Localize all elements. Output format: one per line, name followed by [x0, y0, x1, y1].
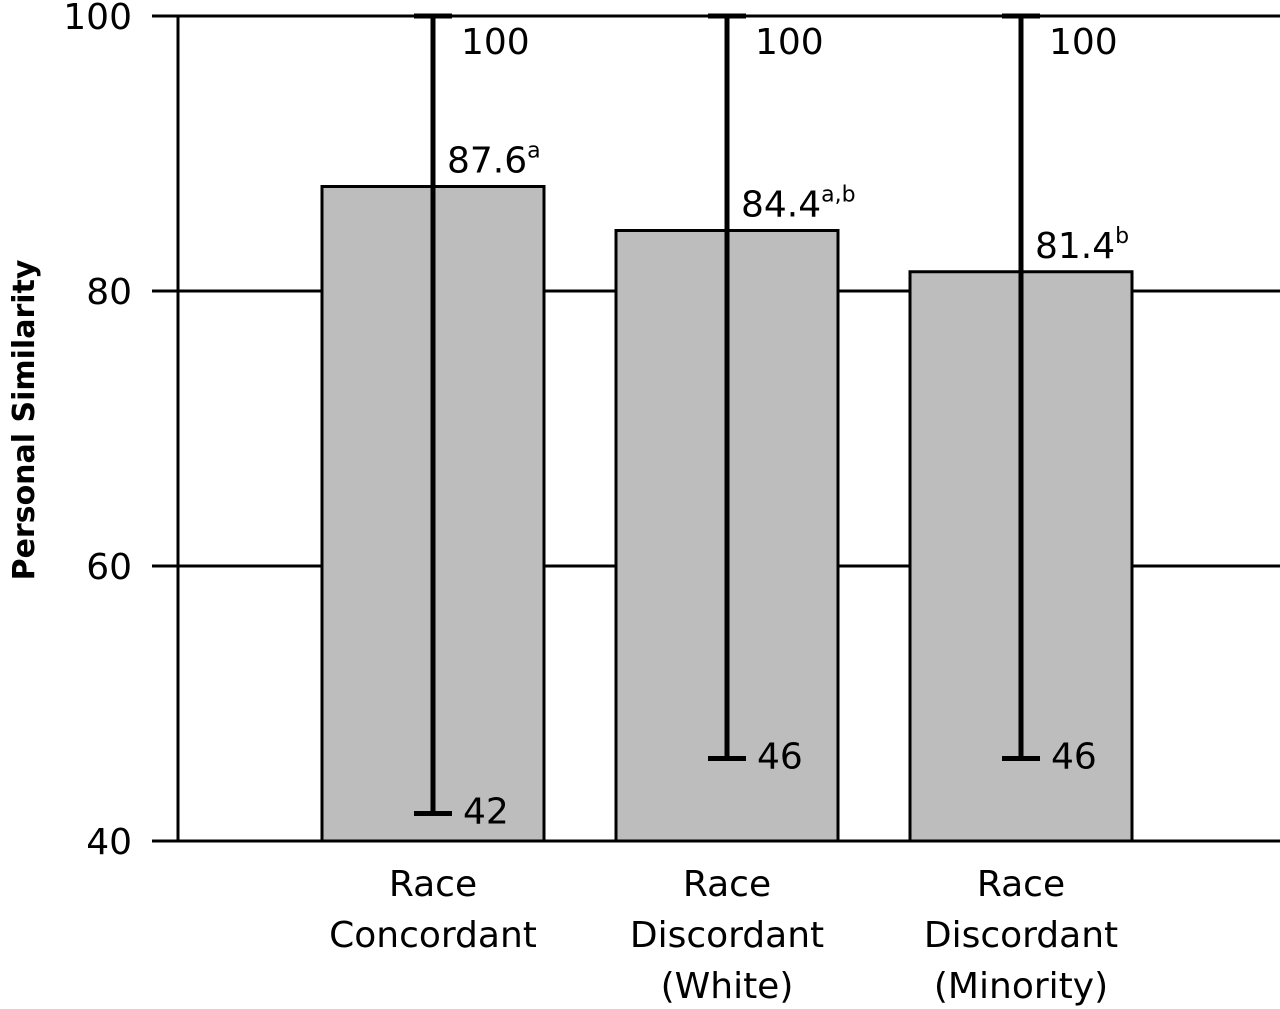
data-labels: 100 42 87.6a 100 46 84.4a,b 100 46 81.4b	[447, 22, 1129, 833]
value-label: 84.4a,b	[741, 183, 856, 226]
range-min-label: 46	[1051, 737, 1097, 778]
category-label-line: Discordant	[924, 915, 1118, 956]
y-tick-label: 80	[86, 272, 132, 313]
y-tick-label: 60	[86, 547, 132, 588]
value-label: 87.6a	[447, 139, 541, 182]
category-label: Race Discordant (White)	[630, 864, 824, 1007]
y-axis-label: Personal Similarity	[7, 259, 42, 580]
category-label-line: Discordant	[630, 915, 824, 956]
value-label: 81.4b	[1035, 224, 1129, 267]
category-label-line: Race	[389, 864, 477, 905]
range-min-label: 46	[757, 737, 803, 778]
y-axis-ticks: 40 60 80 100	[63, 0, 178, 863]
category-label-line: Concordant	[329, 915, 537, 956]
category-label-line: (White)	[661, 966, 794, 1007]
category-label: Race Discordant (Minority)	[924, 864, 1118, 1007]
category-label-line: (Minority)	[934, 966, 1108, 1007]
range-bars	[414, 13, 1040, 816]
y-tick-label: 40	[86, 822, 132, 863]
range-max-label: 100	[461, 22, 530, 63]
range-max-label: 100	[755, 22, 824, 63]
range-min-label: 42	[463, 792, 509, 833]
category-label-line: Race	[977, 864, 1065, 905]
y-tick-label: 100	[63, 0, 132, 38]
category-label: Race Concordant	[329, 864, 537, 956]
x-axis-categories: Race Concordant Race Discordant (White) Race D…	[329, 864, 1118, 1007]
range-max-label: 100	[1049, 22, 1118, 63]
category-label-line: Race	[683, 864, 771, 905]
